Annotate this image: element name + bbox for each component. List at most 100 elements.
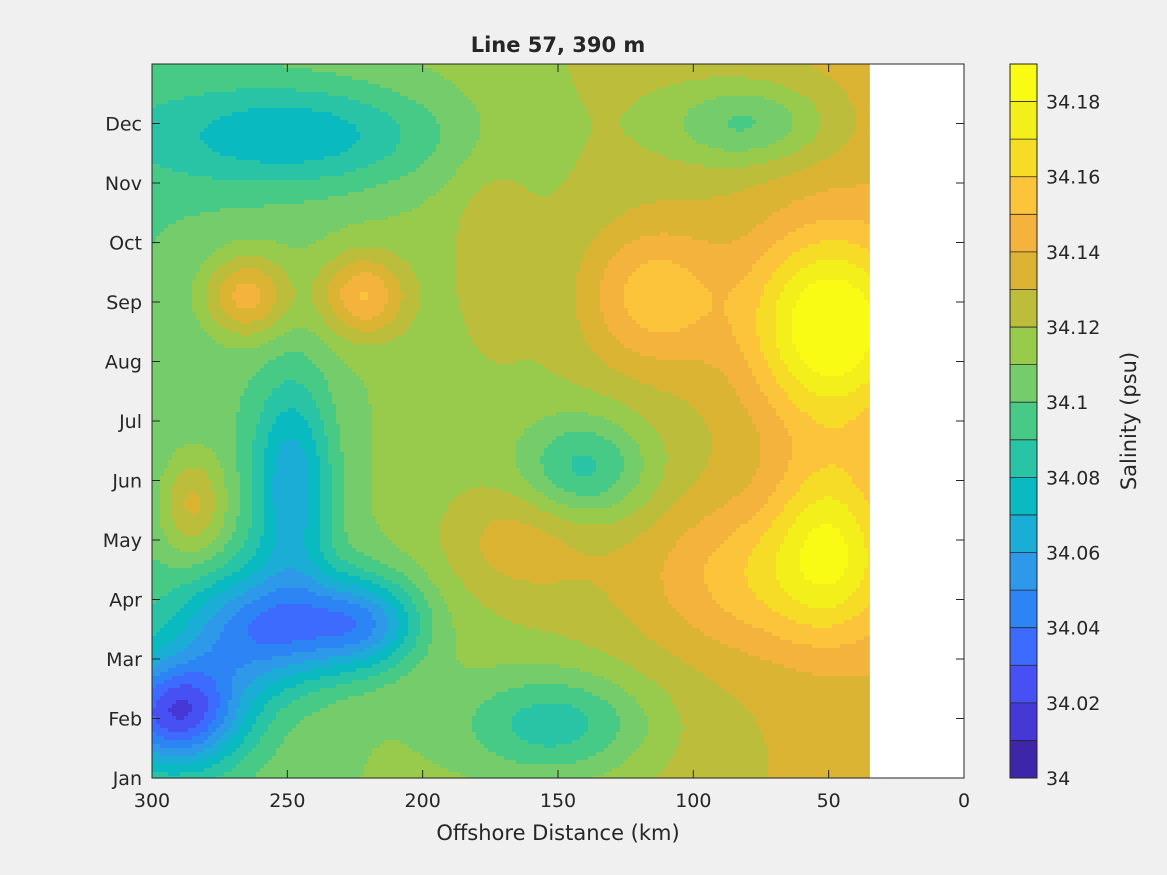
contour-cell — [200, 76, 205, 81]
contour-cell — [180, 368, 185, 373]
contour-cell — [260, 516, 265, 521]
contour-cell — [212, 352, 217, 357]
contour-cell — [196, 708, 201, 713]
contour-cell — [200, 268, 205, 273]
contour-cell — [236, 752, 241, 757]
contour-cell — [212, 172, 217, 177]
contour-cell — [164, 428, 169, 433]
contour-cell — [208, 772, 213, 777]
contour-cell — [156, 384, 161, 389]
contour-cell — [204, 520, 209, 525]
contour-cell — [184, 628, 189, 633]
contour-cell — [196, 752, 201, 757]
contour-cell — [180, 548, 185, 553]
contour-cell — [244, 324, 249, 329]
contour-cell — [232, 456, 237, 461]
contour-cell — [236, 272, 241, 277]
contour-cell — [216, 196, 221, 201]
contour-cell — [188, 576, 193, 581]
contour-cell — [240, 468, 245, 473]
contour-cell — [184, 264, 189, 269]
contour-cell — [240, 212, 245, 217]
contour-cell — [236, 564, 241, 569]
contour-cell — [200, 764, 205, 769]
contour-cell — [172, 708, 177, 713]
contour-cell — [196, 720, 201, 725]
contour-cell — [208, 708, 213, 713]
contour-cell — [252, 184, 257, 189]
contour-cell — [204, 720, 209, 725]
contour-cell — [224, 376, 229, 381]
contour-cell — [184, 452, 189, 457]
contour-cell — [244, 164, 249, 169]
contour-cell — [248, 568, 253, 573]
contour-cell — [208, 700, 213, 705]
contour-cell — [220, 748, 225, 753]
contour-cell — [196, 588, 201, 593]
contour-cell — [160, 492, 165, 497]
contour-cell — [248, 536, 253, 541]
contour-cell — [196, 224, 201, 229]
contour-cell — [160, 440, 165, 445]
contour-cell — [196, 676, 201, 681]
contour-cell — [168, 628, 173, 633]
contour-cell — [224, 420, 229, 425]
contour-cell — [208, 752, 213, 757]
contour-cell — [184, 240, 189, 245]
contour-cell — [228, 72, 233, 77]
contour-cell — [216, 700, 221, 705]
contour-cell — [244, 268, 249, 273]
contour-cell — [224, 568, 229, 573]
contour-cell — [200, 412, 205, 417]
contour-cell — [204, 284, 209, 289]
contour-cell — [240, 92, 245, 97]
contour-cell — [256, 436, 261, 441]
contour-cell — [180, 104, 185, 109]
contour-cell — [156, 576, 161, 581]
contour-cell — [240, 500, 245, 505]
contour-cell — [220, 204, 225, 209]
contour-cell — [236, 384, 241, 389]
contour-cell — [236, 648, 241, 653]
contour-cell — [196, 212, 201, 217]
contour-cell — [192, 328, 197, 333]
contour-cell — [252, 304, 257, 309]
contour-cell — [204, 396, 209, 401]
contour-cell — [196, 656, 201, 661]
contour-cell — [160, 484, 165, 489]
contour-cell — [220, 632, 225, 637]
contour-cell — [180, 428, 185, 433]
contour-cell — [156, 764, 161, 769]
contour-cell — [168, 372, 173, 377]
contour-cell — [152, 332, 157, 337]
contour-cell — [220, 76, 225, 81]
contour-cell — [216, 420, 221, 425]
contour-cell — [164, 288, 169, 293]
contour-cell — [164, 596, 169, 601]
contour-cell — [200, 572, 205, 577]
contour-cell — [168, 636, 173, 641]
contour-cell — [188, 548, 193, 553]
contour-cell — [160, 336, 165, 341]
contour-cell — [164, 348, 169, 353]
contour-cell — [200, 624, 205, 629]
contour-cell — [168, 564, 173, 569]
contour-cell — [156, 728, 161, 733]
contour-cell — [176, 720, 181, 725]
contour-cell — [224, 408, 229, 413]
contour-cell — [208, 76, 213, 81]
contour-cell — [240, 516, 245, 521]
contour-cell — [244, 700, 249, 705]
contour-cell — [216, 480, 221, 485]
contour-cell — [188, 616, 193, 621]
contour-cell — [208, 716, 213, 721]
contour-cell — [188, 292, 193, 297]
contour-cell — [180, 472, 185, 477]
contour-cell — [220, 688, 225, 693]
contour-cell — [244, 204, 249, 209]
contour-cell — [204, 608, 209, 613]
contour-cell — [216, 588, 221, 593]
contour-cell — [248, 180, 253, 185]
contour-cell — [252, 300, 257, 305]
contour-cell — [164, 764, 169, 769]
